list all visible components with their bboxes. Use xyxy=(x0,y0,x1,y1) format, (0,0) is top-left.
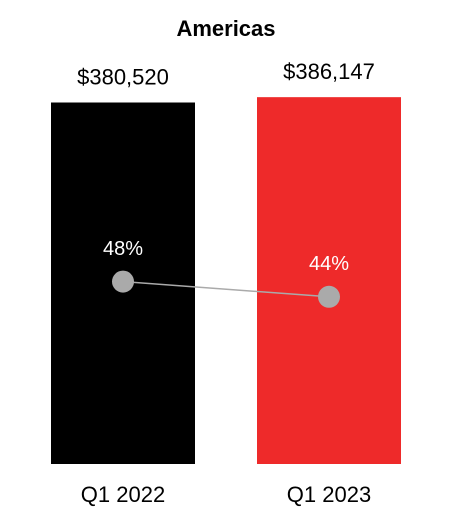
line-point xyxy=(318,285,340,308)
x-tick-label: Q1 2023 xyxy=(287,482,371,507)
chart-title: Americas xyxy=(176,16,275,41)
line-point xyxy=(112,270,134,293)
bar-value-label: $380,520 xyxy=(77,64,169,89)
line-value-label: 44% xyxy=(309,253,349,275)
line-value-label: 48% xyxy=(103,238,143,260)
bar xyxy=(257,97,401,465)
bar-value-label: $386,147 xyxy=(283,59,375,84)
x-tick-label: Q1 2022 xyxy=(81,482,165,507)
line xyxy=(122,280,330,298)
